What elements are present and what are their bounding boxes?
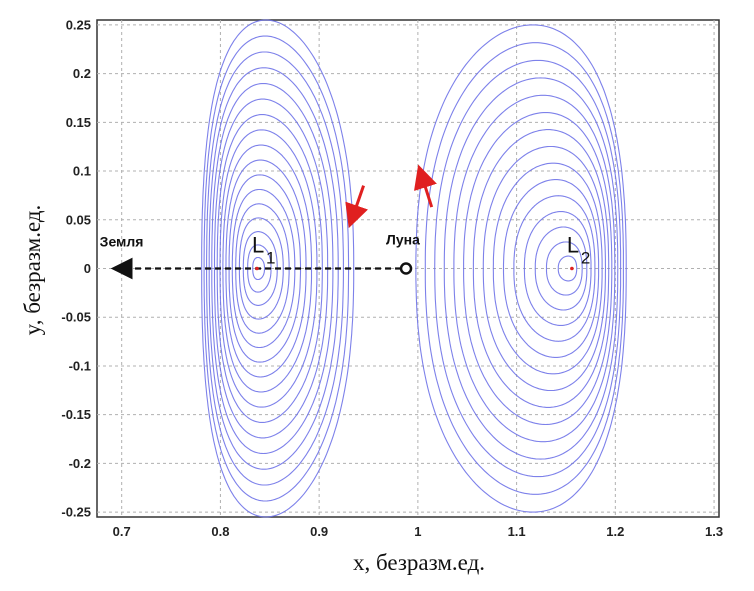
L2-point-marker	[570, 266, 574, 271]
L1-label: L	[252, 233, 264, 258]
orbit-L1	[222, 144, 313, 393]
orbit-L2	[482, 145, 607, 392]
orbit-L2	[472, 129, 610, 408]
orbit-L2	[463, 111, 613, 426]
orbit-L1	[238, 217, 284, 320]
orbit-L1	[231, 188, 296, 349]
y-tick-label: -0.1	[69, 358, 91, 373]
x-ticks: 0.7 0.8 0.9 1 1.1 1.2 1.3	[113, 524, 723, 539]
x-tick-label: 1.3	[705, 524, 723, 539]
orbit-L2	[557, 255, 578, 282]
y-ticks: 0.25 0.2 0.15 0.1 0.05 0 -0.05 -0.1 -0.15 -0.2 -0.…	[61, 17, 91, 519]
orbit-L1	[211, 82, 334, 455]
L2-label-subscript: 2	[581, 249, 590, 268]
orbit-L2	[534, 226, 588, 311]
orbit-L2	[523, 211, 592, 326]
orbit-L1	[216, 114, 323, 423]
orbit-L2	[545, 241, 583, 296]
x-tick-label: 0.9	[310, 524, 328, 539]
orbit-L1	[206, 51, 344, 486]
y-tick-label: 0.25	[66, 17, 91, 32]
orbit-L2	[443, 77, 619, 460]
y-tick-label: -0.25	[61, 505, 91, 520]
orbit-L2	[424, 42, 624, 495]
orbit-L1	[201, 19, 355, 518]
L1-label-subscript: 1	[266, 249, 275, 268]
L2-label: L	[567, 233, 579, 258]
x-tick-label: 0.8	[211, 524, 229, 539]
orbit-L2	[502, 179, 600, 358]
x-tick-label: 0.7	[113, 524, 131, 539]
orbit-L2	[492, 162, 603, 375]
y-tick-label: -0.2	[69, 456, 91, 471]
y-tick-label: -0.15	[61, 407, 91, 422]
earth-moon-line: Земля Луна	[100, 232, 420, 280]
orbit-L2	[513, 195, 596, 342]
direction-arrow	[414, 164, 437, 208]
earth-label: Земля	[100, 234, 144, 250]
moon-label: Луна	[386, 232, 420, 248]
moon-marker	[399, 262, 413, 275]
x-tick-label: 1	[414, 524, 421, 539]
y-tick-label: 0.15	[66, 115, 91, 130]
orbit-L2	[453, 94, 616, 443]
orbit-L2	[415, 24, 627, 513]
y-tick-label: 0.05	[66, 212, 91, 227]
direction-arrow	[345, 185, 368, 229]
y-tick-label: 0.2	[73, 66, 91, 81]
x-axis-label: x, безразм.ед.	[353, 550, 485, 575]
x-tick-label: 1.2	[606, 524, 624, 539]
y-tick-label: -0.05	[61, 310, 91, 325]
orbit-L2	[434, 59, 622, 478]
y-axis-label: y, безразм.ед.	[20, 205, 45, 336]
L1-point-marker	[255, 266, 259, 271]
y-tick-label: 0.1	[73, 164, 91, 179]
x-tick-label: 1.1	[508, 524, 526, 539]
direction-arrows	[345, 164, 437, 229]
orbit-L1	[252, 256, 266, 281]
y-tick-label: 0	[84, 261, 91, 276]
